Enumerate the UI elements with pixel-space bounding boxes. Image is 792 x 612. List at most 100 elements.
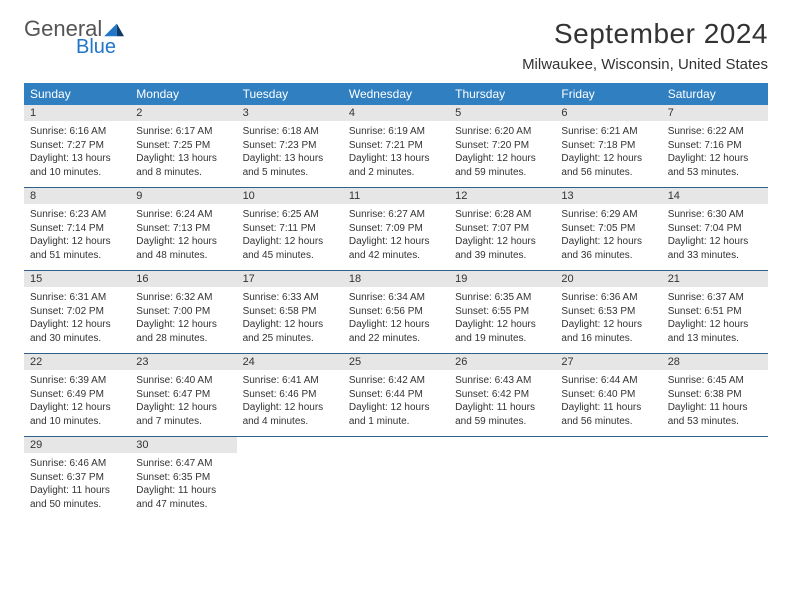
cell-content: Sunrise: 6:39 AMSunset: 6:49 PMDaylight:… bbox=[30, 374, 124, 428]
cell-content: Sunrise: 6:31 AMSunset: 7:02 PMDaylight:… bbox=[30, 291, 124, 345]
cell-content: Sunrise: 6:20 AMSunset: 7:20 PMDaylight:… bbox=[455, 125, 549, 179]
cell-content: Sunrise: 6:25 AMSunset: 7:11 PMDaylight:… bbox=[243, 208, 337, 262]
daynum-row: 15161718192021 bbox=[24, 271, 768, 288]
calendar-cell: Sunrise: 6:16 AMSunset: 7:27 PMDaylight:… bbox=[24, 121, 130, 188]
cell-content: Sunrise: 6:41 AMSunset: 6:46 PMDaylight:… bbox=[243, 374, 337, 428]
cell-content: Sunrise: 6:44 AMSunset: 6:40 PMDaylight:… bbox=[561, 374, 655, 428]
day-number-cell: 22 bbox=[24, 354, 130, 371]
day-number-cell: 21 bbox=[662, 271, 768, 288]
title-block: September 2024 Milwaukee, Wisconsin, Uni… bbox=[522, 18, 768, 73]
day-number-cell: 24 bbox=[237, 354, 343, 371]
calendar-table: Sunday Monday Tuesday Wednesday Thursday… bbox=[24, 83, 768, 519]
cell-content: Sunrise: 6:29 AMSunset: 7:05 PMDaylight:… bbox=[561, 208, 655, 262]
col-wednesday: Wednesday bbox=[343, 83, 449, 105]
day-number-cell bbox=[662, 437, 768, 454]
day-number-cell: 4 bbox=[343, 105, 449, 121]
day-number-cell: 13 bbox=[555, 188, 661, 205]
calendar-cell: Sunrise: 6:40 AMSunset: 6:47 PMDaylight:… bbox=[130, 370, 236, 437]
calendar-cell: Sunrise: 6:29 AMSunset: 7:05 PMDaylight:… bbox=[555, 204, 661, 271]
day-number-cell: 25 bbox=[343, 354, 449, 371]
cell-content: Sunrise: 6:30 AMSunset: 7:04 PMDaylight:… bbox=[668, 208, 762, 262]
calendar-cell bbox=[662, 453, 768, 519]
calendar-cell: Sunrise: 6:19 AMSunset: 7:21 PMDaylight:… bbox=[343, 121, 449, 188]
calendar-cell: Sunrise: 6:43 AMSunset: 6:42 PMDaylight:… bbox=[449, 370, 555, 437]
day-number-cell: 15 bbox=[24, 271, 130, 288]
cell-content: Sunrise: 6:24 AMSunset: 7:13 PMDaylight:… bbox=[136, 208, 230, 262]
calendar-row: Sunrise: 6:23 AMSunset: 7:14 PMDaylight:… bbox=[24, 204, 768, 271]
calendar-row: Sunrise: 6:16 AMSunset: 7:27 PMDaylight:… bbox=[24, 121, 768, 188]
cell-content: Sunrise: 6:34 AMSunset: 6:56 PMDaylight:… bbox=[349, 291, 443, 345]
day-number-cell: 26 bbox=[449, 354, 555, 371]
cell-content: Sunrise: 6:22 AMSunset: 7:16 PMDaylight:… bbox=[668, 125, 762, 179]
calendar-cell: Sunrise: 6:30 AMSunset: 7:04 PMDaylight:… bbox=[662, 204, 768, 271]
calendar-cell bbox=[343, 453, 449, 519]
cell-content: Sunrise: 6:28 AMSunset: 7:07 PMDaylight:… bbox=[455, 208, 549, 262]
col-monday: Monday bbox=[130, 83, 236, 105]
calendar-row: Sunrise: 6:46 AMSunset: 6:37 PMDaylight:… bbox=[24, 453, 768, 519]
day-number-cell: 1 bbox=[24, 105, 130, 121]
calendar-cell: Sunrise: 6:34 AMSunset: 6:56 PMDaylight:… bbox=[343, 287, 449, 354]
cell-content: Sunrise: 6:33 AMSunset: 6:58 PMDaylight:… bbox=[243, 291, 337, 345]
calendar-cell: Sunrise: 6:27 AMSunset: 7:09 PMDaylight:… bbox=[343, 204, 449, 271]
day-number-cell: 14 bbox=[662, 188, 768, 205]
col-saturday: Saturday bbox=[662, 83, 768, 105]
cell-content: Sunrise: 6:19 AMSunset: 7:21 PMDaylight:… bbox=[349, 125, 443, 179]
day-number-cell: 6 bbox=[555, 105, 661, 121]
calendar-cell: Sunrise: 6:47 AMSunset: 6:35 PMDaylight:… bbox=[130, 453, 236, 519]
day-number-cell bbox=[237, 437, 343, 454]
cell-content: Sunrise: 6:36 AMSunset: 6:53 PMDaylight:… bbox=[561, 291, 655, 345]
col-tuesday: Tuesday bbox=[237, 83, 343, 105]
day-number-cell: 29 bbox=[24, 437, 130, 454]
calendar-cell: Sunrise: 6:35 AMSunset: 6:55 PMDaylight:… bbox=[449, 287, 555, 354]
cell-content: Sunrise: 6:16 AMSunset: 7:27 PMDaylight:… bbox=[30, 125, 124, 179]
calendar-cell bbox=[449, 453, 555, 519]
location: Milwaukee, Wisconsin, United States bbox=[522, 56, 768, 73]
day-number-cell: 9 bbox=[130, 188, 236, 205]
col-sunday: Sunday bbox=[24, 83, 130, 105]
daynum-row: 1234567 bbox=[24, 105, 768, 121]
day-number-cell: 20 bbox=[555, 271, 661, 288]
calendar-cell: Sunrise: 6:45 AMSunset: 6:38 PMDaylight:… bbox=[662, 370, 768, 437]
calendar-row: Sunrise: 6:31 AMSunset: 7:02 PMDaylight:… bbox=[24, 287, 768, 354]
daynum-row: 2930 bbox=[24, 437, 768, 454]
day-number-cell: 3 bbox=[237, 105, 343, 121]
calendar-cell: Sunrise: 6:20 AMSunset: 7:20 PMDaylight:… bbox=[449, 121, 555, 188]
day-number-cell: 7 bbox=[662, 105, 768, 121]
col-thursday: Thursday bbox=[449, 83, 555, 105]
day-number-cell: 8 bbox=[24, 188, 130, 205]
col-friday: Friday bbox=[555, 83, 661, 105]
day-number-cell: 10 bbox=[237, 188, 343, 205]
day-number-cell: 11 bbox=[343, 188, 449, 205]
calendar-cell: Sunrise: 6:25 AMSunset: 7:11 PMDaylight:… bbox=[237, 204, 343, 271]
day-number-cell: 18 bbox=[343, 271, 449, 288]
calendar-head-row: Sunday Monday Tuesday Wednesday Thursday… bbox=[24, 83, 768, 105]
calendar-cell: Sunrise: 6:17 AMSunset: 7:25 PMDaylight:… bbox=[130, 121, 236, 188]
logo: General Blue bbox=[24, 18, 126, 59]
cell-content: Sunrise: 6:32 AMSunset: 7:00 PMDaylight:… bbox=[136, 291, 230, 345]
cell-content: Sunrise: 6:18 AMSunset: 7:23 PMDaylight:… bbox=[243, 125, 337, 179]
daynum-row: 891011121314 bbox=[24, 188, 768, 205]
calendar-cell: Sunrise: 6:28 AMSunset: 7:07 PMDaylight:… bbox=[449, 204, 555, 271]
calendar-cell: Sunrise: 6:18 AMSunset: 7:23 PMDaylight:… bbox=[237, 121, 343, 188]
header: General Blue September 2024 Milwaukee, W… bbox=[24, 18, 768, 73]
cell-content: Sunrise: 6:21 AMSunset: 7:18 PMDaylight:… bbox=[561, 125, 655, 179]
calendar-cell bbox=[555, 453, 661, 519]
cell-content: Sunrise: 6:42 AMSunset: 6:44 PMDaylight:… bbox=[349, 374, 443, 428]
day-number-cell bbox=[343, 437, 449, 454]
day-number-cell: 23 bbox=[130, 354, 236, 371]
day-number-cell: 27 bbox=[555, 354, 661, 371]
cell-content: Sunrise: 6:40 AMSunset: 6:47 PMDaylight:… bbox=[136, 374, 230, 428]
calendar-cell: Sunrise: 6:31 AMSunset: 7:02 PMDaylight:… bbox=[24, 287, 130, 354]
cell-content: Sunrise: 6:46 AMSunset: 6:37 PMDaylight:… bbox=[30, 457, 124, 511]
cell-content: Sunrise: 6:45 AMSunset: 6:38 PMDaylight:… bbox=[668, 374, 762, 428]
calendar-cell: Sunrise: 6:36 AMSunset: 6:53 PMDaylight:… bbox=[555, 287, 661, 354]
calendar-cell bbox=[237, 453, 343, 519]
day-number-cell: 2 bbox=[130, 105, 236, 121]
day-number-cell: 17 bbox=[237, 271, 343, 288]
calendar-cell: Sunrise: 6:23 AMSunset: 7:14 PMDaylight:… bbox=[24, 204, 130, 271]
cell-content: Sunrise: 6:47 AMSunset: 6:35 PMDaylight:… bbox=[136, 457, 230, 511]
cell-content: Sunrise: 6:35 AMSunset: 6:55 PMDaylight:… bbox=[455, 291, 549, 345]
day-number-cell: 28 bbox=[662, 354, 768, 371]
calendar-cell: Sunrise: 6:42 AMSunset: 6:44 PMDaylight:… bbox=[343, 370, 449, 437]
calendar-cell: Sunrise: 6:33 AMSunset: 6:58 PMDaylight:… bbox=[237, 287, 343, 354]
